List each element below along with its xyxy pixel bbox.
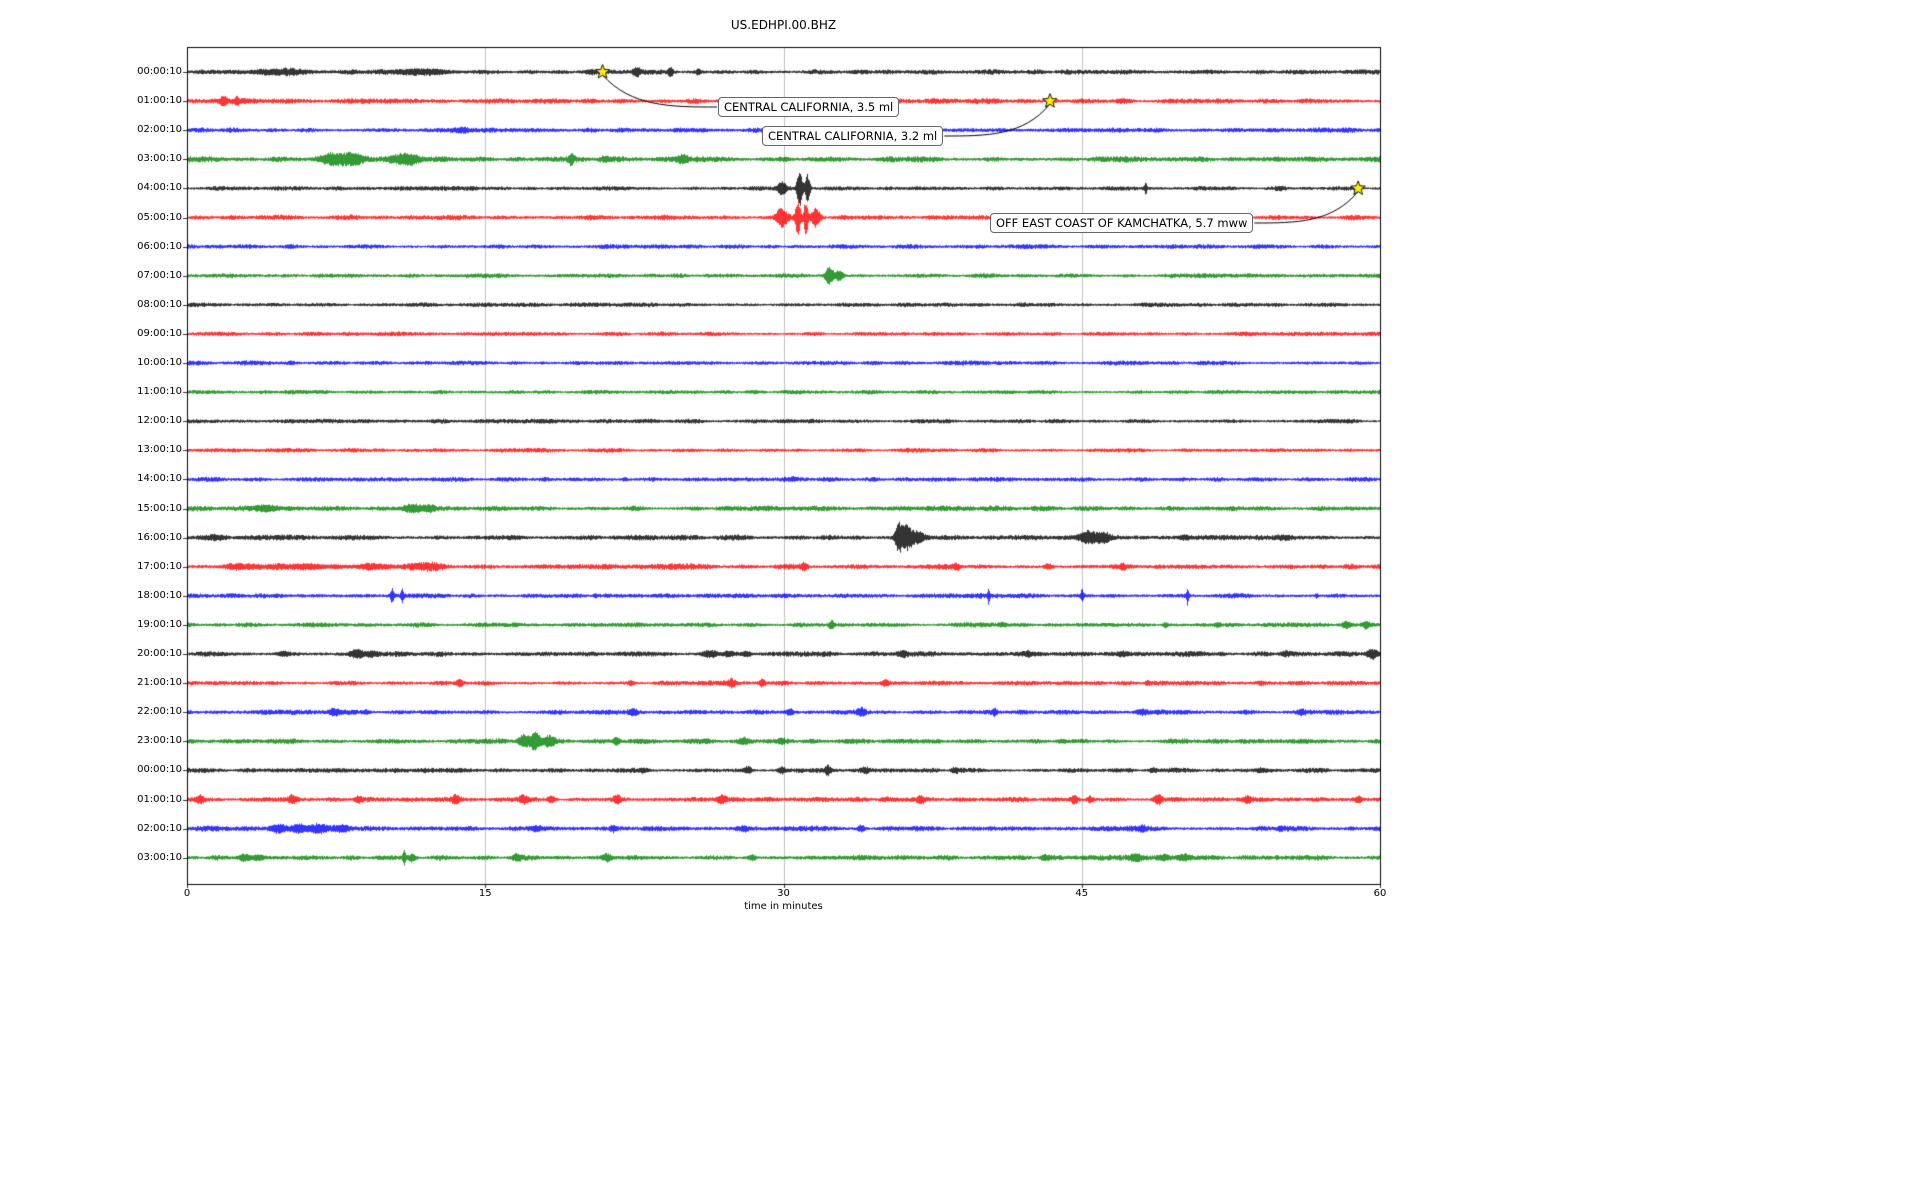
- x-tick-label: 0: [183, 888, 191, 899]
- x-tick-label: 30: [777, 888, 790, 899]
- trace-time-label: 10:00:10: [137, 357, 182, 368]
- trace-time-label: 03:00:10: [137, 153, 182, 165]
- trace-time-label: 07:00:10: [137, 269, 182, 281]
- trace-time-label: 13:00:10: [137, 444, 182, 456]
- trace-time-label: 11:00:10: [137, 386, 182, 398]
- trace-time-label: 14:00:10: [137, 473, 182, 485]
- trace-time-label: 00:00:10: [137, 764, 182, 776]
- trace-time-label: 01:00:10: [137, 793, 182, 805]
- trace-time-label: 04:00:10: [137, 182, 182, 194]
- x-tick-label: 15: [478, 888, 492, 899]
- trace-time-label: 05:00:10: [137, 211, 182, 223]
- trace-time-label: 20:00:10: [137, 648, 182, 659]
- trace-time-label: 02:00:10: [137, 822, 182, 834]
- event-annotation-kamchatka-5-7: OFF EAST COAST OF KAMCHATKA, 5.7 mww: [990, 213, 1254, 233]
- trace-time-label: 22:00:10: [137, 706, 182, 718]
- trace-time-label: 06:00:10: [137, 240, 182, 252]
- event-annotation-central-california-3-2: CENTRAL CALIFORNIA, 3.2 ml: [762, 126, 944, 146]
- trace-time-label: 12:00:10: [137, 415, 182, 427]
- event-annotation-central-california-3-5: CENTRAL CALIFORNIA, 3.5 ml: [718, 97, 900, 117]
- trace-time-label: 03:00:10: [137, 851, 182, 863]
- trace-time-label: 00:00:10: [137, 66, 182, 77]
- x-tick-label: 45: [1075, 888, 1089, 899]
- trace-time-label: 19:00:10: [137, 618, 182, 630]
- trace-time-label: 08:00:10: [137, 298, 182, 310]
- trace-time-label: 21:00:10: [137, 677, 182, 689]
- figure-title: US.EDHPI.00.BHZ: [730, 18, 837, 32]
- trace-time-label: 01:00:10: [137, 95, 182, 107]
- trace-time-label: 15:00:10: [137, 502, 182, 514]
- trace-time-label: 09:00:10: [137, 327, 182, 339]
- trace-time-label: 16:00:10: [137, 531, 182, 543]
- trace-time-label: 18:00:10: [137, 589, 182, 601]
- x-tick-label: 60: [1373, 888, 1387, 899]
- trace-time-label: 17:00:10: [137, 560, 182, 572]
- x-axis-title: time in minutes: [744, 901, 823, 912]
- trace-time-label: 23:00:10: [137, 735, 182, 747]
- trace-time-label: 02:00:10: [137, 124, 182, 136]
